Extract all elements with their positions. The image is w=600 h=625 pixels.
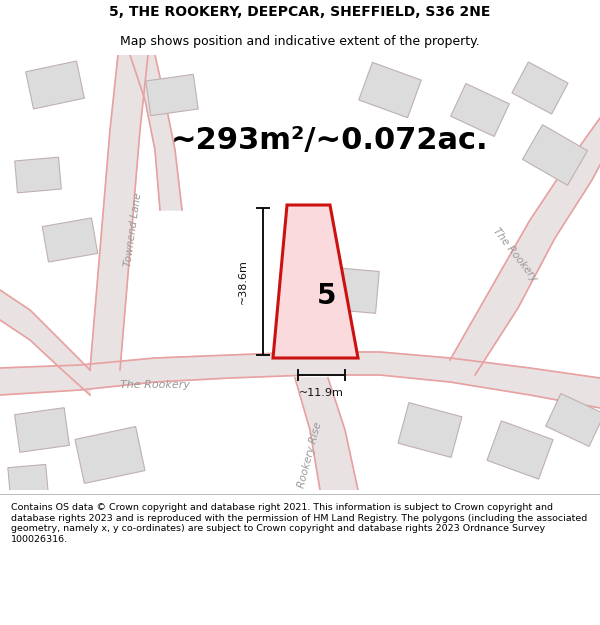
Text: The Rookery: The Rookery <box>491 226 539 284</box>
Text: Contains OS data © Crown copyright and database right 2021. This information is : Contains OS data © Crown copyright and d… <box>11 504 587 544</box>
Polygon shape <box>14 157 61 193</box>
Polygon shape <box>545 394 600 446</box>
Polygon shape <box>359 62 421 118</box>
Polygon shape <box>26 61 85 109</box>
Text: Map shows position and indicative extent of the property.: Map shows position and indicative extent… <box>120 35 480 48</box>
Polygon shape <box>321 267 379 313</box>
Polygon shape <box>450 118 600 375</box>
Polygon shape <box>451 84 509 136</box>
Polygon shape <box>0 352 600 408</box>
Polygon shape <box>398 402 462 458</box>
Text: ~38.6m: ~38.6m <box>238 259 248 304</box>
Polygon shape <box>146 74 198 116</box>
Polygon shape <box>90 55 148 370</box>
Polygon shape <box>14 408 70 452</box>
Polygon shape <box>130 55 182 210</box>
Polygon shape <box>42 218 98 262</box>
Text: The Rookery: The Rookery <box>120 380 190 390</box>
Text: 5, THE ROOKERY, DEEPCAR, SHEFFIELD, S36 2NE: 5, THE ROOKERY, DEEPCAR, SHEFFIELD, S36 … <box>109 5 491 19</box>
Text: 5: 5 <box>317 282 337 311</box>
Polygon shape <box>512 62 568 114</box>
Polygon shape <box>8 464 48 496</box>
Polygon shape <box>75 426 145 484</box>
Polygon shape <box>295 378 358 490</box>
Polygon shape <box>487 421 553 479</box>
Text: Rookery Rise: Rookery Rise <box>296 421 323 489</box>
Polygon shape <box>0 290 90 395</box>
Text: ~293m²/~0.072ac.: ~293m²/~0.072ac. <box>171 126 489 154</box>
Text: Townend Lane: Townend Lane <box>123 192 143 268</box>
Polygon shape <box>523 124 587 186</box>
Text: ~11.9m: ~11.9m <box>299 388 344 398</box>
Polygon shape <box>273 205 358 358</box>
